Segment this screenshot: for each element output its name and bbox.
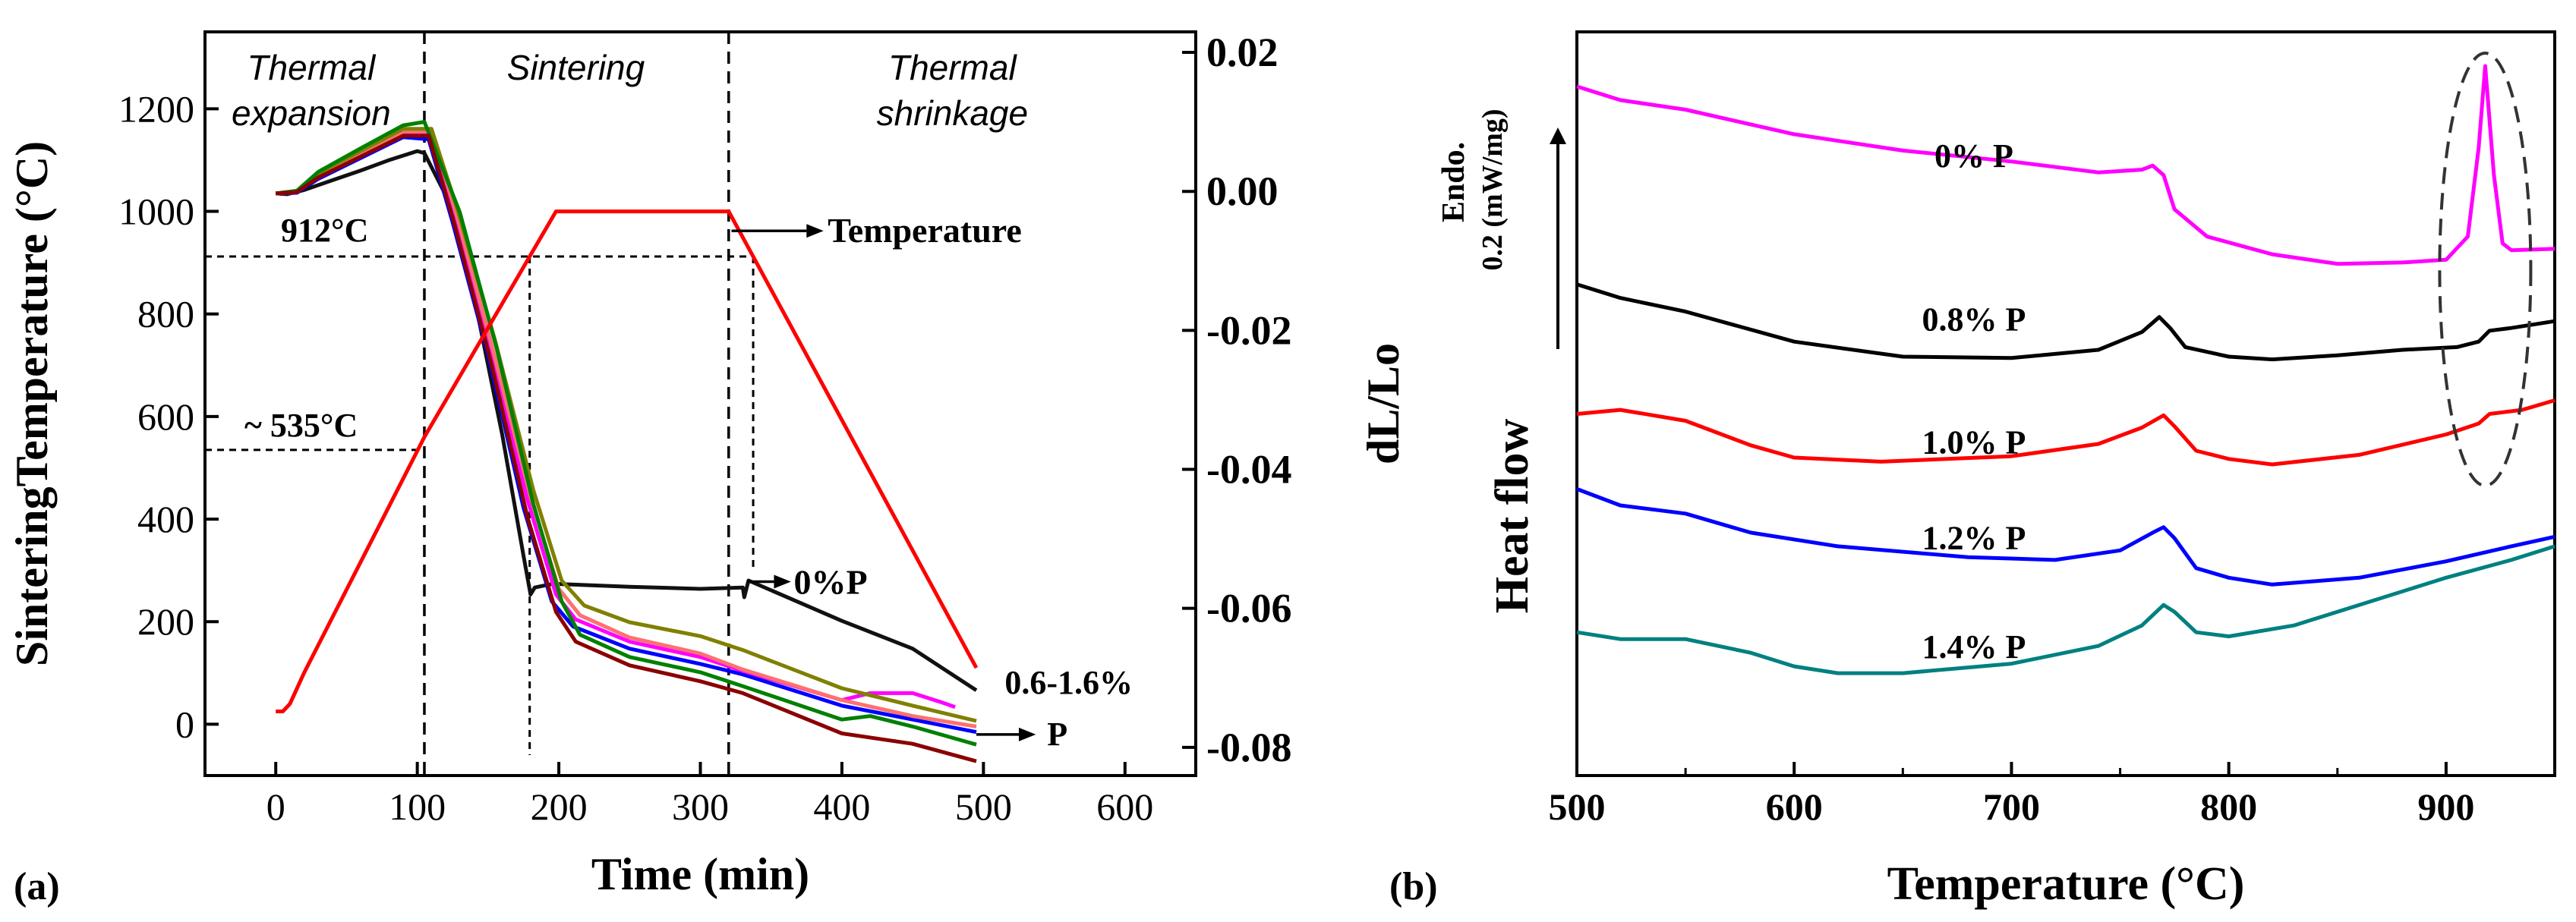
- y-axis-title-left: SinteringTemperature (°C): [7, 141, 57, 666]
- series-label: 0% P: [1934, 137, 2013, 175]
- shrinkage-line: [275, 120, 977, 747]
- y-tick-label-left: 1000: [118, 190, 194, 233]
- y-tick-label-left: 800: [137, 293, 194, 335]
- region-label: expansion: [232, 93, 391, 133]
- series-label: 1.2% P: [1922, 519, 2026, 556]
- x-axis-title-a: Time (min): [591, 849, 809, 899]
- y-tick-label-right: 0.00: [1206, 168, 1279, 214]
- shrinkage-line: [276, 149, 978, 692]
- annotation-535: ~ 535°C: [244, 407, 358, 444]
- series-label: 0.8% P: [1922, 301, 2026, 338]
- region-label: Thermal: [247, 48, 376, 87]
- x-tick-label-a: 400: [813, 785, 870, 828]
- panel-b: 500 600 700 800 900 Temperature (°C) Heat flow…: [1436, 30, 2556, 910]
- scale-label: 0.2 (mW/mg): [1477, 109, 1509, 270]
- y-tick-label-right: 0.02: [1206, 30, 1279, 75]
- panel-label-b: (b): [1389, 865, 1438, 908]
- heatflow-line: [1576, 398, 2556, 467]
- shrinkage-line: [275, 127, 977, 723]
- y-tick-label-right: -0.04: [1206, 447, 1291, 492]
- highlight-ellipse: [2438, 52, 2533, 487]
- arrow-zerop-label: 0%P: [794, 563, 868, 602]
- range-label: 0.6-1.6%: [1004, 664, 1133, 701]
- y-tick-label-left: 1200: [118, 87, 194, 130]
- heatflow-line: [1576, 282, 2556, 362]
- series-label: 1.0% P: [1922, 423, 2026, 461]
- plot-frame-b: [1575, 30, 2556, 777]
- arrow-temperature-head: [806, 224, 824, 238]
- y-tick-label-left: 400: [137, 498, 194, 540]
- region-label: Thermal: [888, 48, 1017, 87]
- annotation-912: 912°C: [281, 212, 368, 249]
- endo-label: Endo.: [1436, 142, 1471, 222]
- x-tick-label-a: 300: [672, 785, 729, 828]
- arrow-zerop-head: [774, 574, 791, 589]
- x-axis-title-b: Temperature (°C): [1887, 858, 2245, 910]
- panel-label-a: (a): [14, 865, 60, 908]
- x-tick-label-a: 0: [266, 785, 285, 828]
- heatflow-line: [1576, 64, 2556, 266]
- x-tick-label-b: 700: [1983, 785, 2040, 828]
- arrow-temperature-label: Temperature: [828, 211, 1022, 250]
- x-tick-label-a: 600: [1096, 785, 1153, 828]
- series-label: 1.4% P: [1922, 628, 2026, 666]
- region-label: Sintering: [507, 48, 645, 87]
- heatflow-line: [1576, 544, 2556, 675]
- y-tick-label-right: -0.08: [1206, 725, 1291, 770]
- x-tick-label-a: 100: [389, 785, 446, 828]
- y-axis-title-b: Heat flow: [1487, 419, 1538, 614]
- x-tick-label-b: 900: [2417, 785, 2474, 828]
- x-tick-label-a: 500: [955, 785, 1012, 828]
- y-tick-label-left: 600: [137, 395, 194, 438]
- y-tick-label-right: -0.02: [1206, 307, 1291, 353]
- panel-a: 0 100 200 300 400 500 600 0 200 400 600 800 1000 1200…: [7, 30, 1408, 899]
- y-tick-label-right: -0.06: [1206, 586, 1291, 631]
- shrinkage-line: [276, 134, 977, 763]
- heatflow-line: [1576, 487, 2556, 587]
- y-tick-label-left: 200: [137, 600, 194, 643]
- y-tick-label-left: 0: [175, 703, 194, 745]
- range-label-p: P: [1047, 716, 1067, 753]
- x-tick-label-b: 500: [1549, 785, 1606, 828]
- x-tick-label-b: 600: [1766, 785, 1823, 828]
- y-axis-title-right: dL/Lo: [1358, 343, 1408, 464]
- x-tick-label-a: 200: [531, 785, 588, 828]
- temperature-line: [276, 209, 979, 713]
- arrow-range-head: [1018, 727, 1036, 741]
- endo-arrow-head: [1550, 127, 1566, 144]
- region-label: shrinkage: [877, 93, 1028, 133]
- x-tick-label-b: 800: [2200, 785, 2257, 828]
